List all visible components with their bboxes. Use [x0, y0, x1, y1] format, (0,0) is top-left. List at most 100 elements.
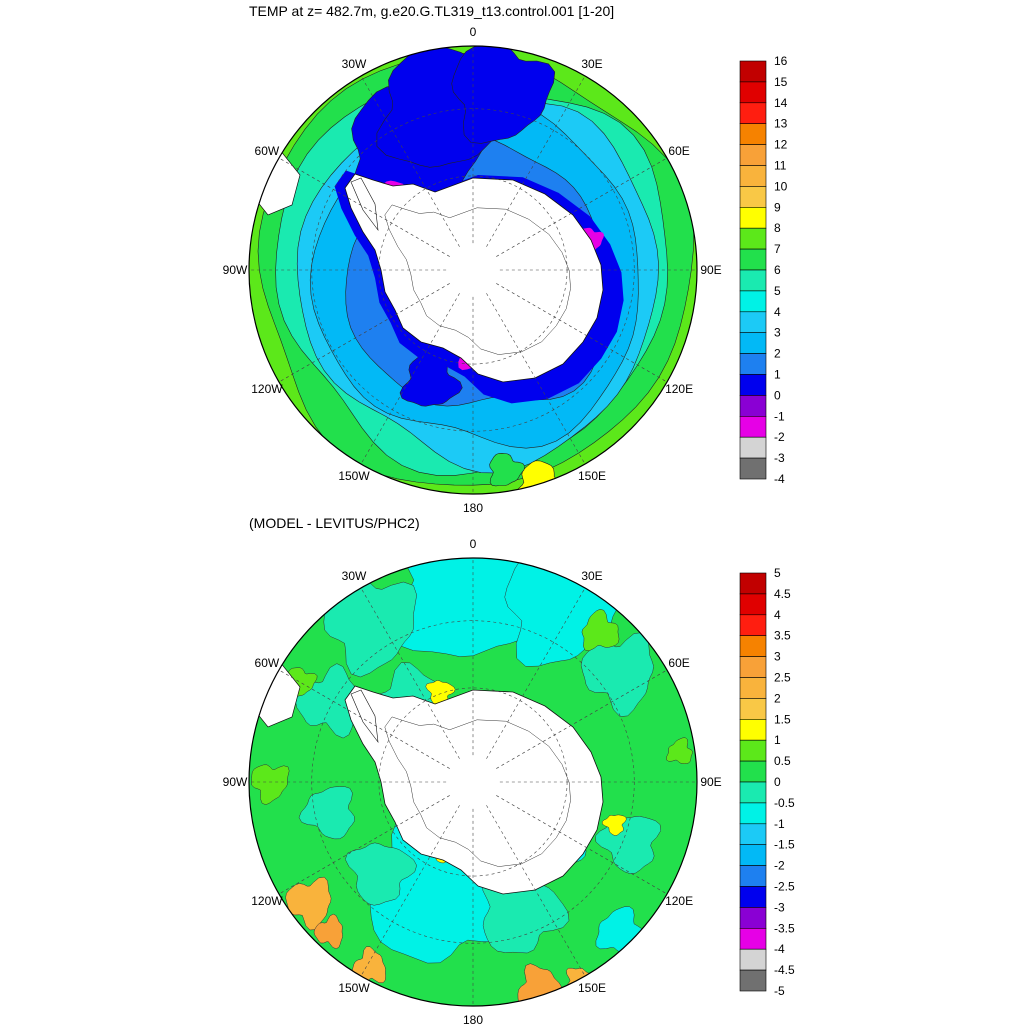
- colorbar-label: 13: [774, 117, 788, 131]
- meridian-line: [278, 669, 450, 769]
- colorbar-swatch: [739, 123, 767, 145]
- colorbar-swatch: [739, 395, 767, 417]
- colorbar: 5 4.5 4 3.5 3 2.5 2 1.5 1 0.5 0 -0.5 -1 -1.5 -2 -2.5 -3 -…: [739, 566, 795, 998]
- colorbar-swatch: [739, 719, 767, 741]
- colorbar-swatch: [739, 269, 767, 292]
- longitude-label: 120E: [665, 894, 693, 908]
- colorbar-label: 2.5: [774, 671, 791, 685]
- colorbar-label: -1: [774, 409, 785, 423]
- colorbar-label: 15: [774, 75, 788, 89]
- longitude-label: 60E: [668, 144, 689, 158]
- colorbar-swatch: [739, 332, 767, 354]
- anomaly-patch: [313, 913, 343, 950]
- colorbar-swatch: [739, 81, 767, 104]
- colorbar-swatch: [739, 781, 767, 804]
- colorbar-label: -2.5: [774, 880, 795, 894]
- colorbar-label: 0: [774, 775, 781, 789]
- colorbar-label: -3: [774, 451, 785, 465]
- colorbar-swatch: [739, 457, 767, 480]
- colorbar-swatch: [739, 823, 767, 845]
- longitude-label: 180: [463, 501, 483, 512]
- panel-title: TEMP at z= 482.7m, g.e20.G.TL319_t13.con…: [249, 3, 615, 19]
- longitude-label: 30W: [342, 57, 367, 71]
- longitude-label: 90W: [223, 775, 248, 789]
- colorbar-swatch: [739, 635, 767, 657]
- meridian-line: [496, 669, 668, 769]
- colorbar-swatch: [739, 165, 767, 187]
- meridian-line: [486, 587, 586, 759]
- longitude-label: 90W: [223, 263, 248, 277]
- colorbar-label: 1: [774, 368, 781, 382]
- meridian-line: [360, 75, 460, 247]
- longitude-label: 30E: [581, 57, 602, 71]
- colorbar-swatch: [739, 927, 767, 950]
- graticule: [249, 46, 697, 494]
- colorbar-label: 6: [774, 263, 781, 277]
- colorbar-label: 4: [774, 608, 781, 622]
- graticule: [249, 558, 697, 1006]
- longitude-label: 150E: [578, 469, 606, 483]
- meridian-line: [360, 587, 460, 759]
- antarctic-peninsula: [350, 689, 379, 744]
- colorbar-swatch: [739, 102, 767, 125]
- colorbar-swatch: [739, 802, 767, 825]
- meridian-line: [496, 157, 668, 257]
- grounding-line: [384, 204, 571, 355]
- colorbar-label: 5: [774, 566, 781, 580]
- colorbar-label: 2: [774, 691, 781, 705]
- colorbar-label: -4: [774, 472, 785, 486]
- colorbar-swatch: [739, 656, 767, 678]
- colorbar-label: -2: [774, 859, 785, 873]
- anomaly-patch: [666, 737, 693, 764]
- temperature-panel: TEMP at z= 482.7m, g.e20.G.TL319_t13.con…: [223, 3, 788, 512]
- colorbar-swatch: [739, 677, 767, 699]
- antarctica-land: [344, 173, 604, 383]
- colorbar-swatch: [739, 739, 767, 762]
- colorbar-label: -5: [774, 984, 785, 998]
- colorbar-label: 1.5: [774, 712, 791, 726]
- longitude-label: 180: [463, 1013, 483, 1024]
- map-boundary: [248, 45, 698, 495]
- colorbar-swatch: [739, 374, 767, 396]
- longitude-label: 60W: [255, 144, 280, 158]
- colorbar-swatch: [739, 907, 767, 929]
- difference-panel: (MODEL - LEVITUS/PHC2) 0 30E 60E 90E 120E 150…: [0, 512, 1024, 1024]
- colorbar-label: -2: [774, 430, 785, 444]
- polar-map-difference: 0 30E 60E 90E 120E 150E 180 150W 120W 90W 60W 30W 5 4…: [223, 537, 795, 1024]
- longitude-label: 90E: [700, 263, 721, 277]
- meridian-line: [360, 293, 460, 465]
- longitude-label: 60W: [255, 656, 280, 670]
- grounding-line: [384, 716, 571, 867]
- panel-title: (MODEL - LEVITUS/PHC2): [249, 515, 420, 531]
- colorbar-swatch: [739, 227, 767, 250]
- map-boundary: [248, 557, 698, 1007]
- warm-patch: [489, 452, 526, 487]
- colorbar-label: -4.5: [774, 963, 795, 977]
- colorbar-label: -0.5: [774, 796, 795, 810]
- colorbar-swatch: [739, 436, 767, 459]
- colorbar-label: -1: [774, 817, 785, 831]
- colorbar-label: 11: [774, 159, 787, 173]
- colorbar-label: 3.5: [774, 629, 791, 643]
- anomaly-patch: [345, 842, 417, 906]
- colorbar-swatch: [739, 572, 767, 595]
- colorbar-label: 0: [774, 388, 781, 402]
- colorbar-label: 10: [774, 179, 788, 193]
- colorbar-swatch: [739, 593, 767, 616]
- colorbar-swatch: [739, 311, 767, 333]
- meridian-line: [486, 75, 586, 247]
- anomaly-patch: [323, 578, 417, 678]
- colorbar-label: 4: [774, 305, 781, 319]
- meridian-line: [486, 805, 586, 977]
- anomaly-patch: [601, 814, 627, 836]
- antarctic-peninsula: [350, 177, 379, 232]
- colorbar-label: 5: [774, 284, 781, 298]
- colorbar-label: -3.5: [774, 921, 795, 935]
- colorbar-label: 9: [774, 200, 781, 214]
- meridian-line: [278, 283, 450, 383]
- colorbar-label: -3: [774, 900, 785, 914]
- colorbar-swatch: [739, 60, 767, 83]
- longitude-label: 90E: [700, 775, 721, 789]
- longitude-label: 30E: [581, 569, 602, 583]
- colorbar-label: 2: [774, 347, 781, 361]
